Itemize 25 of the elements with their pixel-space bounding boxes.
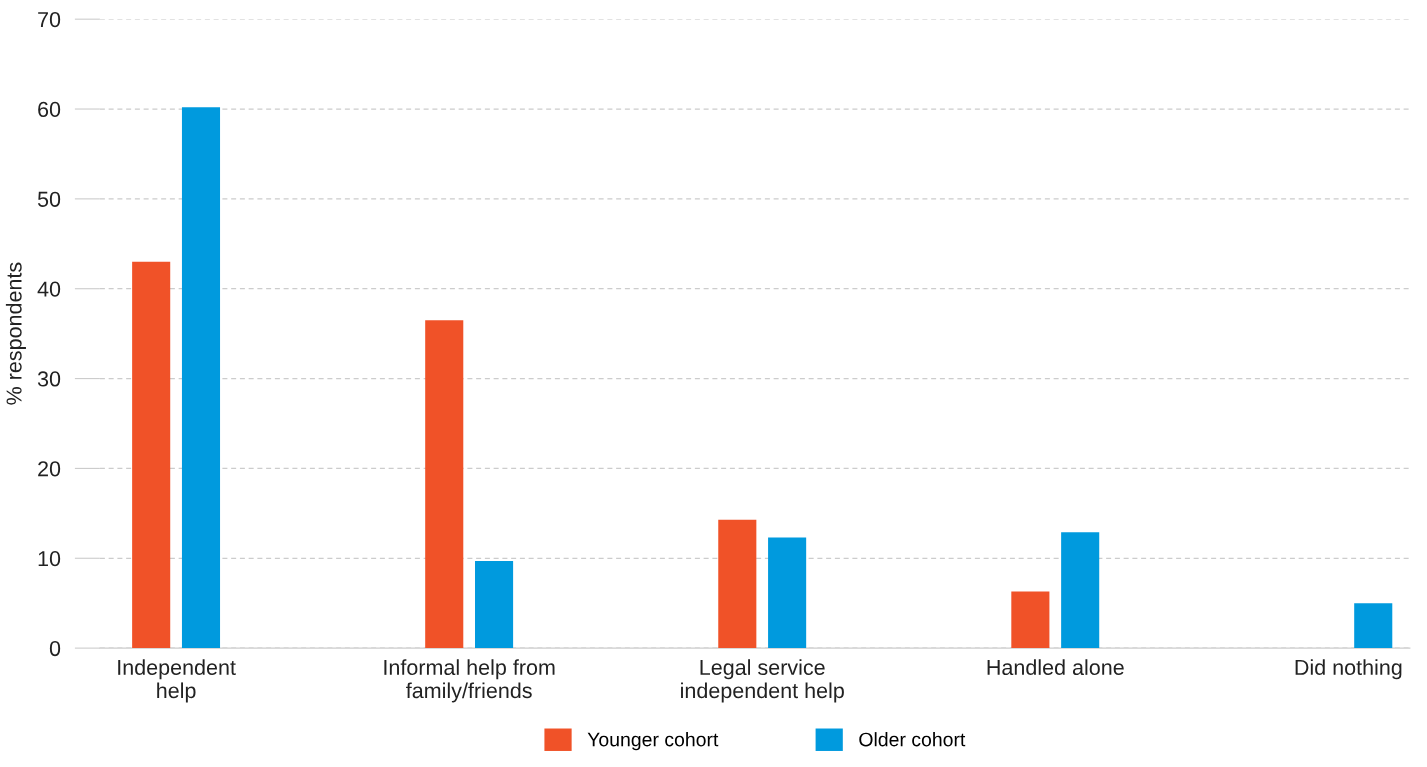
bar [475,560,514,649]
legend-label: Younger cohort [587,732,719,751]
bar [718,519,757,649]
bar [425,320,464,649]
legend-label: Older cohort [859,732,966,747]
y-tick-label: 50 [37,191,61,207]
x-tick-label: Informal help from family/friends [384,659,555,703]
y-tick-label: 10 [38,551,61,567]
y-tick-label: 30 [37,371,61,387]
bar [1061,532,1100,649]
y-tick-label: 20 [38,461,61,477]
y-tick-label: 60 [38,101,61,118]
bar [181,107,221,649]
y-tick-label: 40 [37,281,61,297]
y-tick-label: 0 [49,640,61,657]
x-tick-label: Legal service independent help [681,659,844,703]
x-tick-label: Handled alone [987,659,1124,676]
bar [132,261,171,649]
y-axis-title: % respondents [5,262,26,405]
bar [1354,603,1393,649]
bar [768,537,807,649]
bar [1011,591,1050,649]
y-tick-label: 70 [38,11,61,28]
x-tick-label: Independent help [118,659,236,703]
x-tick-label: Did nothing [1295,659,1402,680]
